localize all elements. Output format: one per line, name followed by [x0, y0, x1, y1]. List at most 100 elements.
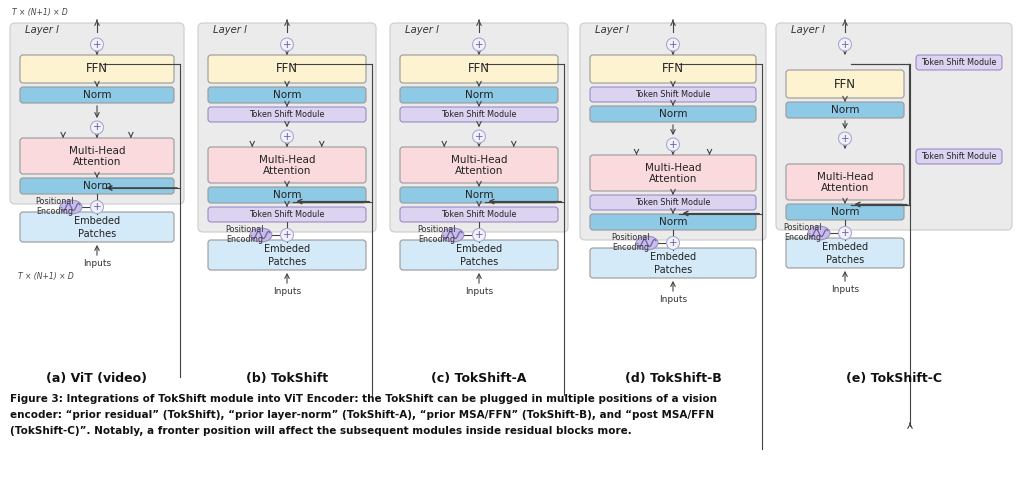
- Text: Embeded: Embeded: [822, 242, 868, 252]
- Text: (a) ViT (video): (a) ViT (video): [47, 372, 148, 385]
- Text: Patches: Patches: [268, 257, 306, 267]
- Text: Figure 3: Integrations of TokShift module into ViT Encoder: the TokShift can be : Figure 3: Integrations of TokShift modul…: [10, 394, 717, 404]
- Text: +: +: [475, 131, 483, 141]
- Circle shape: [91, 200, 104, 213]
- Text: Embeded: Embeded: [455, 244, 502, 254]
- Text: +: +: [841, 133, 849, 143]
- Circle shape: [839, 227, 852, 240]
- Text: Norm: Norm: [465, 190, 493, 200]
- FancyBboxPatch shape: [208, 207, 366, 222]
- FancyBboxPatch shape: [208, 187, 366, 203]
- FancyBboxPatch shape: [590, 214, 756, 230]
- Text: Layer l: Layer l: [406, 25, 439, 35]
- Text: Norm: Norm: [465, 90, 493, 100]
- Text: encoder: “prior residual” (TokShift), “prior layer-norm” (TokShift-A), “prior MS: encoder: “prior residual” (TokShift), “p…: [10, 410, 714, 420]
- Circle shape: [839, 132, 852, 145]
- Text: Positional: Positional: [611, 233, 650, 242]
- FancyBboxPatch shape: [590, 248, 756, 278]
- Text: +: +: [282, 131, 291, 141]
- FancyBboxPatch shape: [400, 147, 558, 183]
- Text: Inputs: Inputs: [273, 288, 301, 297]
- FancyBboxPatch shape: [400, 187, 558, 203]
- FancyBboxPatch shape: [20, 87, 174, 103]
- Text: (TokShift-C)”. Notably, a fronter position will affect the subsequent modules in: (TokShift-C)”. Notably, a fronter positi…: [10, 426, 632, 436]
- Ellipse shape: [808, 226, 830, 240]
- FancyBboxPatch shape: [20, 212, 174, 242]
- FancyBboxPatch shape: [786, 204, 904, 220]
- Text: Positional: Positional: [418, 225, 457, 234]
- Text: +: +: [668, 139, 678, 149]
- Text: +: +: [668, 238, 678, 248]
- Text: (e) TokShift-C: (e) TokShift-C: [846, 372, 942, 385]
- Ellipse shape: [636, 236, 658, 250]
- Text: Inputs: Inputs: [465, 288, 493, 297]
- FancyBboxPatch shape: [916, 149, 1002, 164]
- Text: +: +: [841, 228, 849, 238]
- Text: Attention: Attention: [263, 166, 311, 176]
- Text: Positional: Positional: [784, 223, 822, 232]
- Text: FFN: FFN: [86, 62, 108, 75]
- FancyBboxPatch shape: [208, 55, 366, 83]
- Ellipse shape: [60, 200, 82, 214]
- Text: Patches: Patches: [77, 229, 116, 239]
- Text: +: +: [282, 40, 291, 50]
- FancyBboxPatch shape: [400, 240, 558, 270]
- Text: Multi-Head: Multi-Head: [68, 146, 125, 156]
- Text: (c) TokShift-A: (c) TokShift-A: [431, 372, 527, 385]
- Text: +: +: [93, 202, 101, 212]
- Text: +: +: [668, 40, 678, 50]
- FancyBboxPatch shape: [400, 207, 558, 222]
- Circle shape: [473, 229, 485, 242]
- Text: Layer l: Layer l: [595, 25, 629, 35]
- Ellipse shape: [250, 228, 272, 242]
- Text: Encoding: Encoding: [785, 234, 821, 243]
- FancyBboxPatch shape: [590, 106, 756, 122]
- FancyBboxPatch shape: [916, 55, 1002, 70]
- Text: Multi-Head: Multi-Head: [817, 172, 873, 182]
- Circle shape: [91, 38, 104, 51]
- Circle shape: [666, 138, 680, 151]
- Text: Norm: Norm: [83, 181, 111, 191]
- Text: Patches: Patches: [825, 255, 864, 265]
- Text: Embeded: Embeded: [74, 216, 120, 226]
- Text: Attention: Attention: [454, 166, 503, 176]
- FancyBboxPatch shape: [400, 87, 558, 103]
- Text: Norm: Norm: [273, 190, 302, 200]
- Circle shape: [666, 237, 680, 249]
- FancyBboxPatch shape: [580, 23, 766, 240]
- Text: Token Shift Module: Token Shift Module: [921, 58, 997, 67]
- Text: Attention: Attention: [649, 174, 697, 184]
- FancyBboxPatch shape: [390, 23, 568, 232]
- FancyBboxPatch shape: [590, 195, 756, 210]
- FancyBboxPatch shape: [10, 23, 184, 204]
- Text: Positional: Positional: [36, 196, 74, 205]
- Text: +: +: [475, 230, 483, 240]
- Text: Attention: Attention: [821, 183, 869, 193]
- Text: Norm: Norm: [273, 90, 302, 100]
- Text: +: +: [475, 40, 483, 50]
- Circle shape: [280, 130, 293, 143]
- Text: Inputs: Inputs: [83, 259, 111, 268]
- Text: +: +: [93, 40, 101, 50]
- Text: Encoding: Encoding: [226, 236, 264, 245]
- Text: Token Shift Module: Token Shift Module: [250, 210, 325, 219]
- Text: Multi-Head: Multi-Head: [645, 163, 701, 173]
- Text: Norm: Norm: [830, 105, 859, 115]
- Text: Token Shift Module: Token Shift Module: [921, 152, 997, 161]
- Text: Encoding: Encoding: [37, 207, 73, 216]
- Text: T × (N+1) × D: T × (N+1) × D: [12, 8, 67, 17]
- Text: Encoding: Encoding: [612, 244, 649, 252]
- Circle shape: [473, 130, 485, 143]
- FancyBboxPatch shape: [786, 164, 904, 200]
- Text: Norm: Norm: [830, 207, 859, 217]
- Text: +: +: [282, 230, 291, 240]
- Text: Token Shift Module: Token Shift Module: [441, 110, 517, 119]
- Text: +: +: [93, 123, 101, 132]
- Text: Norm: Norm: [658, 217, 687, 227]
- FancyBboxPatch shape: [208, 240, 366, 270]
- Text: Layer l: Layer l: [213, 25, 247, 35]
- Circle shape: [839, 38, 852, 51]
- Text: (d) TokShift-B: (d) TokShift-B: [625, 372, 721, 385]
- FancyBboxPatch shape: [20, 138, 174, 174]
- Text: Inputs: Inputs: [830, 286, 859, 295]
